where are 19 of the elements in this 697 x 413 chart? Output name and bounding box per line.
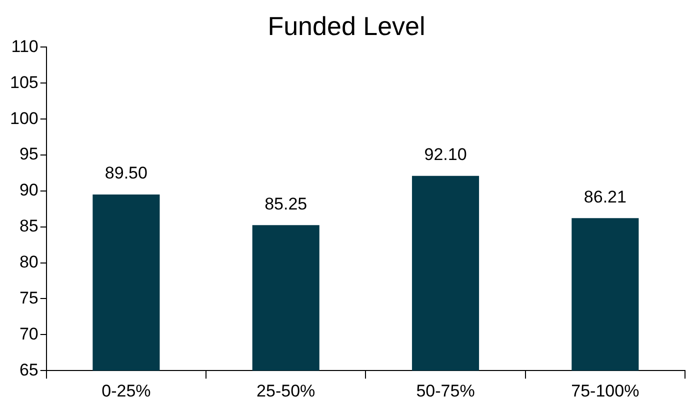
y-tick-label: 90 (19, 180, 38, 200)
y-tick-label: 70 (19, 324, 38, 344)
data-label: 92.10 (424, 145, 467, 164)
y-tick-label: 65 (19, 360, 38, 380)
data-label: 86.21 (584, 187, 626, 206)
y-tick-label: 85 (19, 216, 38, 236)
chart-title: Funded Level (268, 10, 426, 41)
y-tick-label: 95 (19, 144, 38, 164)
x-tick-label: 25-50% (256, 381, 316, 400)
x-tick-label: 0-25% (102, 381, 151, 400)
y-tick-label: 100 (10, 108, 38, 128)
y-tick-label: 105 (10, 72, 38, 92)
data-label: 89.50 (104, 164, 148, 183)
x-tick-label: 50-75% (416, 381, 475, 400)
y-tick-label: 75 (19, 288, 38, 308)
y-tick-label: 80 (19, 252, 38, 272)
y-tick-label: 110 (11, 36, 38, 56)
data-label: 85.25 (264, 194, 308, 214)
x-tick-label: 75-100% (571, 381, 640, 400)
